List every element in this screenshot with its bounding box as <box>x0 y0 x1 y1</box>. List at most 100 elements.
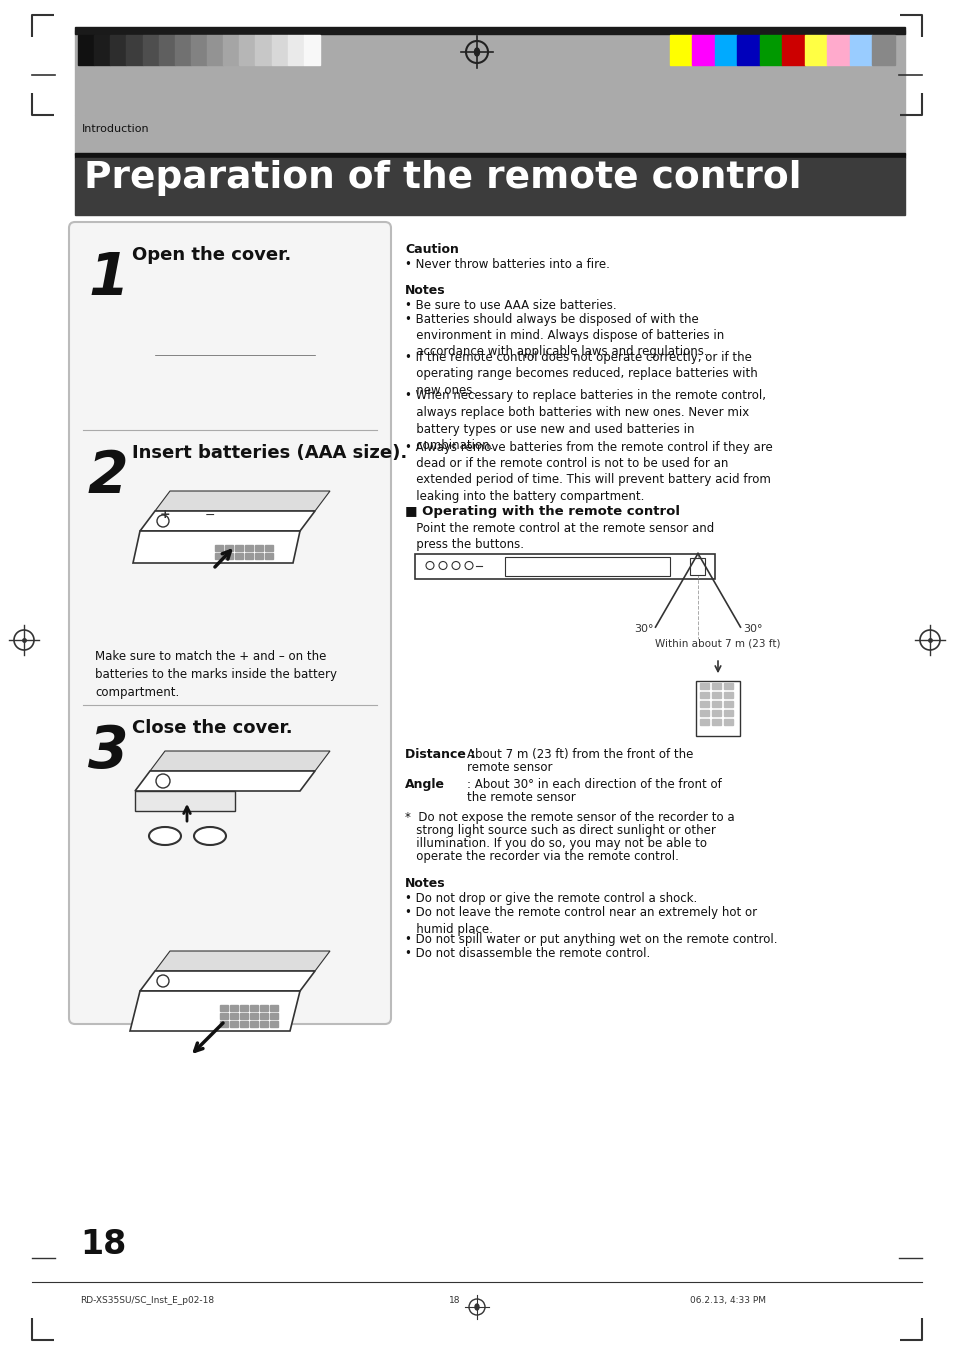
Circle shape <box>426 562 434 570</box>
Polygon shape <box>135 790 234 811</box>
Bar <box>288 35 304 65</box>
Bar <box>142 35 158 65</box>
Bar <box>240 1021 248 1027</box>
Bar <box>225 544 233 551</box>
Bar <box>250 1013 257 1019</box>
Text: • Never throw batteries into a fire.: • Never throw batteries into a fire. <box>405 258 609 272</box>
Ellipse shape <box>193 827 226 844</box>
Text: Distance :: Distance : <box>405 748 475 761</box>
Polygon shape <box>130 992 299 1031</box>
Bar <box>230 1021 237 1027</box>
Bar <box>700 711 708 716</box>
Circle shape <box>157 515 169 527</box>
Bar <box>245 544 253 551</box>
Bar <box>270 1013 277 1019</box>
Bar <box>174 35 191 65</box>
Circle shape <box>438 562 447 570</box>
Bar <box>849 35 872 65</box>
Bar <box>723 692 732 698</box>
Text: 1: 1 <box>88 250 129 307</box>
Bar <box>191 35 207 65</box>
Bar <box>714 35 737 65</box>
Text: ■ Operating with the remote control: ■ Operating with the remote control <box>405 505 679 519</box>
Text: • Be sure to use AAA size batteries.: • Be sure to use AAA size batteries. <box>405 299 616 312</box>
Bar <box>75 27 904 34</box>
Bar <box>272 35 288 65</box>
Bar <box>711 719 720 725</box>
Bar <box>234 544 243 551</box>
Bar <box>214 553 223 559</box>
Text: Caution: Caution <box>405 243 458 255</box>
Bar <box>270 1005 277 1011</box>
Text: • Do not drop or give the remote control a shock.: • Do not drop or give the remote control… <box>405 892 697 905</box>
Bar <box>126 35 142 65</box>
Bar <box>220 1005 228 1011</box>
Bar <box>245 553 253 559</box>
Bar <box>225 553 233 559</box>
Bar <box>700 692 708 698</box>
Bar <box>220 1021 228 1027</box>
Bar <box>723 711 732 716</box>
Bar <box>214 544 223 551</box>
Text: • Do not leave the remote control near an extremely hot or
   humid place.: • Do not leave the remote control near a… <box>405 907 757 936</box>
Circle shape <box>156 774 170 788</box>
Polygon shape <box>140 971 314 992</box>
Text: • Batteries should always be disposed of with the
   environment in mind. Always: • Batteries should always be disposed of… <box>405 312 723 358</box>
Ellipse shape <box>475 1304 478 1310</box>
Bar <box>240 1005 248 1011</box>
Text: • When necessary to replace batteries in the remote control,
   always replace b: • When necessary to replace batteries in… <box>405 389 765 453</box>
Bar <box>250 1021 257 1027</box>
Bar <box>723 684 732 689</box>
Text: +: + <box>159 508 171 521</box>
Bar <box>723 701 732 707</box>
Text: illumination. If you do so, you may not be able to: illumination. If you do so, you may not … <box>405 838 706 850</box>
Ellipse shape <box>149 827 181 844</box>
Polygon shape <box>154 490 330 511</box>
Bar <box>781 35 804 65</box>
Text: Insert batteries (AAA size).: Insert batteries (AAA size). <box>132 444 407 462</box>
Text: • If the remote control does not operate correctly, or if the
   operating range: • If the remote control does not operate… <box>405 351 757 397</box>
Text: remote sensor: remote sensor <box>467 761 552 774</box>
Text: About 7 m (23 ft) from the front of the: About 7 m (23 ft) from the front of the <box>467 748 693 761</box>
Polygon shape <box>150 751 330 771</box>
Bar <box>158 35 174 65</box>
Bar <box>696 681 740 736</box>
Bar <box>737 35 760 65</box>
Bar <box>700 684 708 689</box>
Text: the remote sensor: the remote sensor <box>467 792 576 804</box>
Bar <box>230 1013 237 1019</box>
Bar <box>254 553 263 559</box>
Text: 18: 18 <box>449 1296 460 1305</box>
Text: Notes: Notes <box>405 284 445 297</box>
Polygon shape <box>154 951 330 971</box>
Text: −: − <box>205 508 215 521</box>
Bar <box>415 554 714 578</box>
Circle shape <box>464 562 473 570</box>
Text: RD-XS35SU/SC_Inst_E_p02-18: RD-XS35SU/SC_Inst_E_p02-18 <box>80 1296 213 1305</box>
Bar <box>75 158 904 215</box>
Bar <box>700 719 708 725</box>
Circle shape <box>157 975 169 988</box>
Text: • Do not spill water or put anything wet on the remote control.: • Do not spill water or put anything wet… <box>405 934 777 946</box>
Text: 30°: 30° <box>742 624 761 634</box>
Bar <box>223 35 239 65</box>
Bar <box>711 711 720 716</box>
Bar <box>94 35 111 65</box>
Text: strong light source such as direct sunlight or other: strong light source such as direct sunli… <box>405 824 715 838</box>
Bar <box>260 1005 268 1011</box>
Bar <box>207 35 223 65</box>
Bar <box>689 558 704 574</box>
Bar <box>250 1005 257 1011</box>
Bar <box>265 544 273 551</box>
Text: Make sure to match the + and – on the
batteries to the marks inside the battery
: Make sure to match the + and – on the ba… <box>95 650 336 698</box>
Bar <box>260 1021 268 1027</box>
Bar <box>826 35 849 65</box>
Text: operate the recorder via the remote control.: operate the recorder via the remote cont… <box>405 850 679 863</box>
Bar <box>270 1021 277 1027</box>
Bar <box>255 35 272 65</box>
Text: 3: 3 <box>88 723 129 780</box>
Circle shape <box>452 562 459 570</box>
Text: • Always remove batteries from the remote control if they are
   dead or if the : • Always remove batteries from the remot… <box>405 440 772 503</box>
Text: Angle: Angle <box>405 778 444 792</box>
Bar <box>872 35 894 65</box>
